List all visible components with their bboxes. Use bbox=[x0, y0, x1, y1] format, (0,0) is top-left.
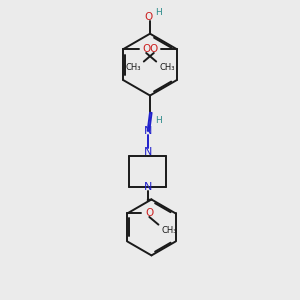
Text: CH₃: CH₃ bbox=[161, 226, 177, 235]
Text: O: O bbox=[145, 208, 154, 218]
Text: N: N bbox=[143, 126, 152, 136]
Text: CH₃: CH₃ bbox=[160, 63, 175, 72]
Text: N: N bbox=[143, 147, 152, 157]
Text: O: O bbox=[150, 44, 158, 54]
Text: CH₃: CH₃ bbox=[125, 63, 141, 72]
Text: H: H bbox=[155, 116, 162, 125]
Text: O: O bbox=[144, 12, 152, 22]
Text: N: N bbox=[143, 182, 152, 192]
Text: H: H bbox=[155, 8, 162, 17]
Text: O: O bbox=[142, 44, 150, 54]
